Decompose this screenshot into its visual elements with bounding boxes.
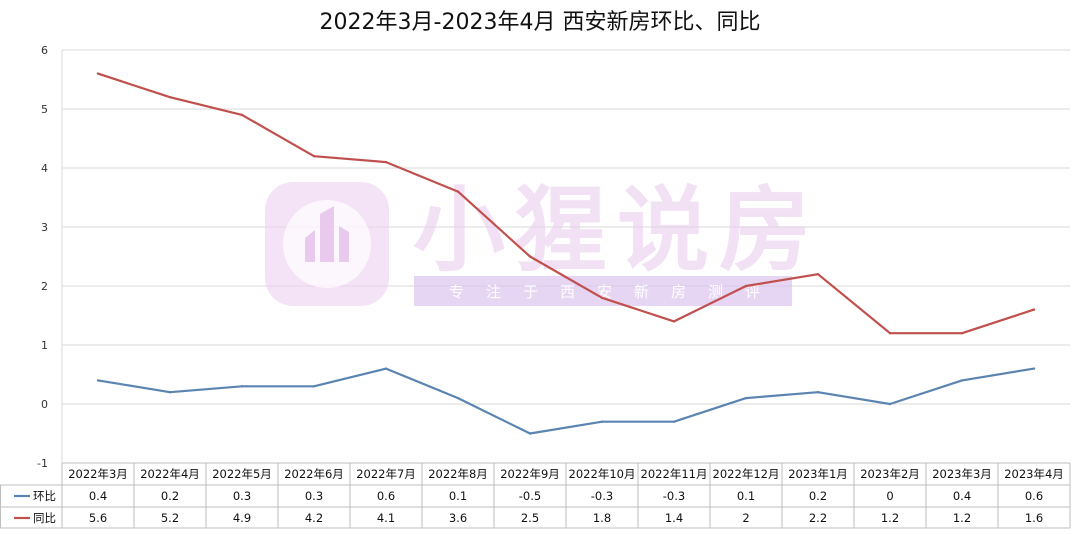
data-label: 2.2 [809, 511, 827, 525]
data-label: 0 [886, 489, 893, 503]
data-label: -0.3 [663, 489, 685, 503]
data-label: 4.2 [305, 511, 323, 525]
y-tick-label: 6 [41, 44, 48, 57]
series-line-2 [97, 72, 1035, 335]
data-point [384, 367, 388, 370]
data-point [600, 296, 604, 299]
x-tick-label: 2023年1月 [788, 467, 848, 481]
x-tick-label: 2022年4月 [140, 467, 200, 481]
data-label: 0.3 [233, 489, 251, 503]
data-label: 1.8 [593, 511, 611, 525]
data-point [528, 432, 532, 435]
data-label: 0.6 [1025, 489, 1043, 503]
legend-label: 环比 [33, 489, 56, 503]
data-point [600, 420, 604, 423]
data-label: 0.3 [305, 489, 323, 503]
data-label: 5.6 [89, 511, 107, 525]
data-label: 1.4 [665, 511, 683, 525]
data-label: -0.5 [519, 489, 541, 503]
x-tick-label: 2023年4月 [1004, 467, 1064, 481]
data-point [240, 385, 244, 388]
data-label: 5.2 [161, 511, 179, 525]
data-point [672, 420, 676, 423]
data-point [168, 391, 172, 394]
data-table: 2022年3月 2022年4月 2022年5月 2022年6月 2022年7月 2022年… [0, 462, 1071, 529]
data-label: 1.6 [1025, 511, 1043, 525]
y-tick-label: -1 [37, 457, 48, 470]
data-point [312, 385, 316, 388]
series-lines [96, 72, 1036, 435]
x-tick-label: 2022年11月 [641, 467, 708, 481]
data-label: 2.5 [521, 511, 539, 525]
data-point [1032, 308, 1036, 311]
x-tick-label: 2023年2月 [860, 467, 920, 481]
data-point [168, 96, 172, 99]
data-point [456, 396, 460, 400]
watermark-brand: 小猩说房 [413, 177, 821, 284]
data-point [384, 160, 388, 164]
x-tick-label: 2022年10月 [569, 467, 636, 481]
data-point [960, 379, 964, 382]
x-tick-label: 2022年9月 [500, 467, 560, 481]
watermark-logo-building-icon [305, 206, 349, 262]
data-point [528, 255, 532, 258]
y-tick-label: 4 [41, 162, 48, 175]
gridlines [61, 49, 1070, 464]
series-line-1 [97, 367, 1035, 435]
x-tick-label: 2023年3月 [932, 467, 992, 481]
data-label: 0.1 [449, 489, 467, 503]
data-point [960, 332, 964, 335]
data-point [744, 284, 748, 288]
y-tick-label: 5 [41, 103, 48, 116]
data-label: 2 [742, 511, 749, 525]
data-label: -0.3 [591, 489, 613, 503]
x-tick-label: 2022年8月 [428, 467, 488, 481]
data-point [888, 402, 892, 406]
data-point [1032, 367, 1036, 370]
chart-title: 2022年3月-2023年4月 西安新房环比、同比 [320, 10, 761, 35]
y-tick-label: 3 [41, 221, 48, 234]
watermark-slogan: 专注于西安新房测评 [449, 283, 782, 301]
legend-label: 同比 [33, 511, 56, 525]
x-tick-label: 2022年3月 [68, 467, 128, 481]
data-point [816, 273, 820, 276]
data-point [96, 72, 100, 75]
y-axis-ticks: -1 0 1 2 3 4 5 6 [37, 44, 48, 470]
data-label: 0.2 [161, 489, 179, 503]
data-point [888, 332, 892, 335]
data-point [312, 155, 316, 158]
data-point [744, 396, 748, 400]
data-point [672, 320, 676, 323]
data-label: 4.1 [377, 511, 395, 525]
watermark: 小猩说房 专注于西安新房测评 [265, 177, 821, 306]
y-tick-label: 0 [41, 398, 48, 411]
data-label: 0.6 [377, 489, 395, 503]
data-label: 0.4 [89, 489, 107, 503]
data-point [96, 379, 100, 382]
x-tick-label: 2022年5月 [212, 467, 272, 481]
y-tick-label: 1 [41, 339, 48, 352]
x-tick-label: 2022年6月 [284, 467, 344, 481]
data-label: 1.2 [881, 511, 899, 525]
y-tick-label: 2 [41, 280, 48, 293]
data-point [240, 113, 244, 117]
data-point [816, 391, 820, 394]
data-point [456, 190, 460, 193]
data-label: 1.2 [953, 511, 971, 525]
x-tick-label: 2022年7月 [356, 467, 416, 481]
data-label: 0.2 [809, 489, 827, 503]
data-label: 3.6 [449, 511, 467, 525]
data-label: 0.1 [737, 489, 755, 503]
watermark-slogan-band [414, 276, 792, 306]
x-tick-label: 2022年12月 [713, 467, 780, 481]
data-label: 0.4 [953, 489, 971, 503]
data-label: 4.9 [233, 511, 251, 525]
